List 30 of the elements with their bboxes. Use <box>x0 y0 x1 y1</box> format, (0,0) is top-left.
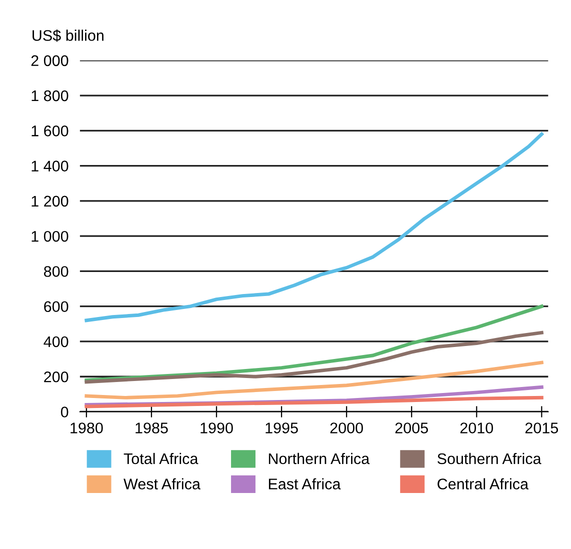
x-tick-label: 1980 <box>70 422 103 434</box>
x-tick-label: 2000 <box>330 422 363 434</box>
y-tick-label: 1 000 <box>32 230 68 242</box>
line-series <box>84 330 544 384</box>
y-tick-label: 1 200 <box>32 196 68 207</box>
y-tick-label: 600 <box>44 301 68 312</box>
y-tick-label: 1 400 <box>32 160 68 172</box>
x-tick-label: 2010 <box>460 422 494 434</box>
legend-label: Southern Africa <box>438 452 542 464</box>
y-tick-label: 200 <box>44 371 68 382</box>
y-tick-label: 0 <box>60 406 68 418</box>
line-series <box>84 360 544 400</box>
y-tick-label: 2 000 <box>31 55 68 66</box>
x-tick-label: 2005 <box>395 422 428 434</box>
y-tick-label: 400 <box>44 336 68 348</box>
line-series <box>84 396 544 408</box>
legend-label: West Africa <box>124 478 200 490</box>
y-axis-title: US$ billion <box>32 29 104 42</box>
x-tick-label: 1995 <box>266 422 298 434</box>
line-series <box>84 132 544 322</box>
legend-label: East Africa <box>268 478 341 490</box>
legend-label: Central Africa <box>438 478 529 490</box>
y-tick-label: 1 600 <box>32 126 68 136</box>
x-tick-label: 1985 <box>136 422 168 434</box>
x-tick-label: 1990 <box>200 422 233 434</box>
legend-label: Northern Africa <box>268 452 370 464</box>
legend-label: Total Africa <box>124 452 198 464</box>
x-tick-label: 2015 <box>525 422 558 434</box>
y-tick-label: 1 800 <box>32 90 68 102</box>
y-tick-label: 800 <box>44 266 68 277</box>
